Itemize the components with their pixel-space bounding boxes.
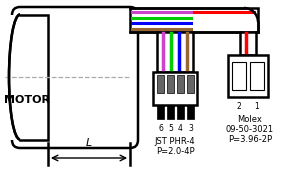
FancyBboxPatch shape [12, 7, 138, 148]
Bar [187, 75, 194, 93]
Bar [232, 62, 246, 90]
Text: Molex: Molex [238, 115, 262, 124]
Text: 1: 1 [255, 102, 260, 111]
Bar [157, 32, 193, 72]
Bar [157, 105, 164, 119]
Text: 6: 6 [158, 124, 163, 133]
Bar [240, 32, 256, 55]
Bar [167, 75, 174, 93]
Text: L: L [86, 138, 92, 148]
Bar [187, 105, 194, 119]
Bar [167, 105, 174, 119]
Text: 4: 4 [178, 124, 183, 133]
Bar [177, 105, 184, 119]
Text: JST PHR-4: JST PHR-4 [155, 137, 195, 146]
Bar [250, 62, 264, 90]
Bar [5, 15, 48, 140]
Text: 2: 2 [237, 102, 242, 111]
Bar [228, 55, 268, 97]
Text: MOTOR: MOTOR [4, 95, 50, 105]
Text: 5: 5 [168, 124, 173, 133]
Bar [130, 8, 258, 32]
Text: P=3.96-2P: P=3.96-2P [228, 135, 272, 144]
Bar [157, 75, 164, 93]
Bar [153, 72, 197, 105]
Bar [177, 75, 184, 93]
Text: 3: 3 [188, 124, 193, 133]
Text: 09-50-3021: 09-50-3021 [226, 125, 274, 134]
Text: P=2.0-4P: P=2.0-4P [156, 147, 194, 156]
